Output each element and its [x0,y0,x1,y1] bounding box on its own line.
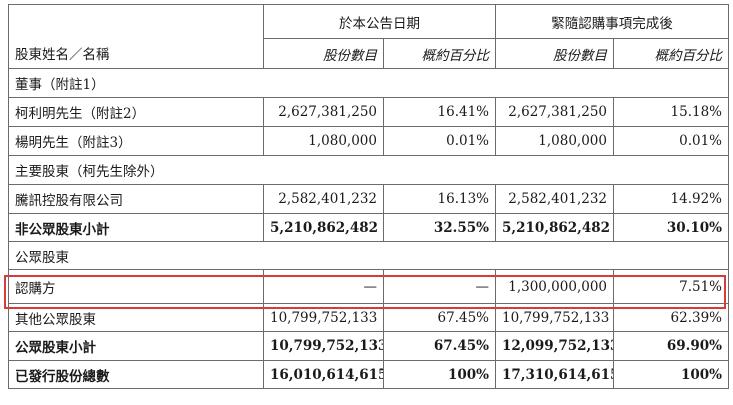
header-pct-1: 概約百分比 [383,38,496,69]
pct-after-completion-cell: 62.39% [613,303,729,332]
pct-after-completion-cell: 30.10% [613,213,729,242]
pct-after-completion-cell: 14.92% [613,184,729,214]
shareholder-name-cell: 柯利明先生（附註2） [8,97,264,127]
shares-after-completion-cell: 17,310,614,615 [495,360,614,389]
header-row-columns: 股東姓名／名稱 股份數目 概約百分比 股份數目 概約百分比 [8,38,729,69]
section-label: 董事（附註1） [8,68,729,98]
pct-after-completion-cell: 15.18% [613,97,729,127]
table-row: 騰訊控股有限公司 2,582,401,232 16.13% 2,582,401,232… [8,184,729,214]
pct-at-announcement-cell: 16.41% [383,97,496,127]
header-row-groups: 於本公告日期 緊隨認購事項完成後 [8,4,729,39]
pct-at-announcement-cell: 100% [383,360,496,389]
section-label: 主要股東（柯先生除外） [8,155,729,185]
pct-at-announcement-cell: 0.01% [383,126,496,156]
pct-after-completion-cell: 69.90% [613,331,729,361]
shareholder-name-cell: 其他公眾股東 [8,303,264,332]
header-shares-2: 股份數目 [495,38,614,69]
shares-at-announcement-cell: 10,799,752,133 [263,331,384,361]
header-pct-2: 概約百分比 [613,38,729,69]
shareholder-name-cell: 已發行股份總數 [8,360,264,389]
shareholder-name-cell: 公眾股東小計 [8,331,264,361]
subtotal-row: 公眾股東小計 10,799,752,133 67.45% 12,099,752,133… [8,331,729,361]
shares-after-completion-cell: 12,099,752,133 [495,331,614,361]
table-row: 楊明先生（附註3） 1,080,000 0.01% 1,080,000 0.01% [8,126,729,156]
shares-at-announcement-cell: 2,627,381,250 [263,97,384,127]
shareholder-name-cell: 楊明先生（附註3） [8,126,264,156]
shareholder-name-cell: 認購方 [8,269,264,304]
subtotal-row: 已發行股份總數 16,010,614,615 100% 17,310,614,615 1… [8,360,729,389]
subtotal-row: 非公眾股東小計 5,210,862,482 32.55% 5,210,862,482 3… [8,213,729,242]
shares-after-completion-cell: 1,080,000 [495,126,614,156]
table-row: 其他公眾股東 10,799,752,133 67.45% 10,799,752,133… [8,303,729,332]
shares-at-announcement-cell: 2,582,401,232 [263,184,384,214]
header-group-announcement-date: 於本公告日期 [263,4,496,39]
header-shareholder-name: 股東姓名／名稱 [8,38,264,69]
shares-after-completion-cell: 2,627,381,250 [495,97,614,127]
section-label: 公眾股東 [8,241,729,270]
pct-after-completion-cell: 7.51% [613,269,729,304]
section-row: 董事（附註1） [8,68,729,98]
pct-at-announcement-cell: 67.45% [383,331,496,361]
pct-at-announcement-cell: 67.45% [383,303,496,332]
shares-after-completion-cell: 10,799,752,133 [495,303,614,332]
shares-at-announcement-cell: 1,080,000 [263,126,384,156]
shareholder-name-cell: 非公眾股東小計 [8,213,264,242]
shares-at-announcement-cell: — [263,269,384,304]
pct-at-announcement-cell: 32.55% [383,213,496,242]
table-row: 認購方 — —1,300,000,000 7.51% [8,269,729,304]
shares-at-announcement-cell: 16,010,614,615 [263,360,384,389]
pct-after-completion-cell: 100% [613,360,729,389]
shareholder-name-cell: 騰訊控股有限公司 [8,184,264,214]
section-row: 主要股東（柯先生除外） [8,155,729,185]
shares-after-completion-cell: 5,210,862,482 [495,213,614,242]
header-shares-1: 股份數目 [263,38,384,69]
shareholding-table: 於本公告日期 緊隨認購事項完成後 股東姓名／名稱 股份數目 概約百分比 股份數目… [8,4,729,389]
pct-at-announcement-cell: — [383,269,496,304]
header-blank-cell [8,4,264,39]
pct-at-announcement-cell: 16.13% [383,184,496,214]
shares-at-announcement-cell: 5,210,862,482 [263,213,384,242]
table-row: 柯利明先生（附註2） 2,627,381,250 16.41% 2,627,381,2… [8,97,729,127]
shares-after-completion-cell: 1,300,000,000 [495,269,614,304]
shares-at-announcement-cell: 10,799,752,133 [263,303,384,332]
pct-after-completion-cell: 0.01% [613,126,729,156]
shares-after-completion-cell: 2,582,401,232 [495,184,614,214]
header-group-after-completion: 緊隨認購事項完成後 [495,4,729,39]
section-row: 公眾股東 [8,241,729,270]
